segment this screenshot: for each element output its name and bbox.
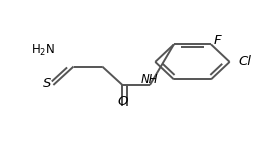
Text: S: S xyxy=(43,77,51,90)
Text: F: F xyxy=(214,34,221,47)
Text: Cl: Cl xyxy=(238,55,251,68)
Text: O: O xyxy=(117,95,128,108)
Text: $\mathregular{H_2N}$: $\mathregular{H_2N}$ xyxy=(31,43,55,58)
Text: NH: NH xyxy=(141,73,159,86)
